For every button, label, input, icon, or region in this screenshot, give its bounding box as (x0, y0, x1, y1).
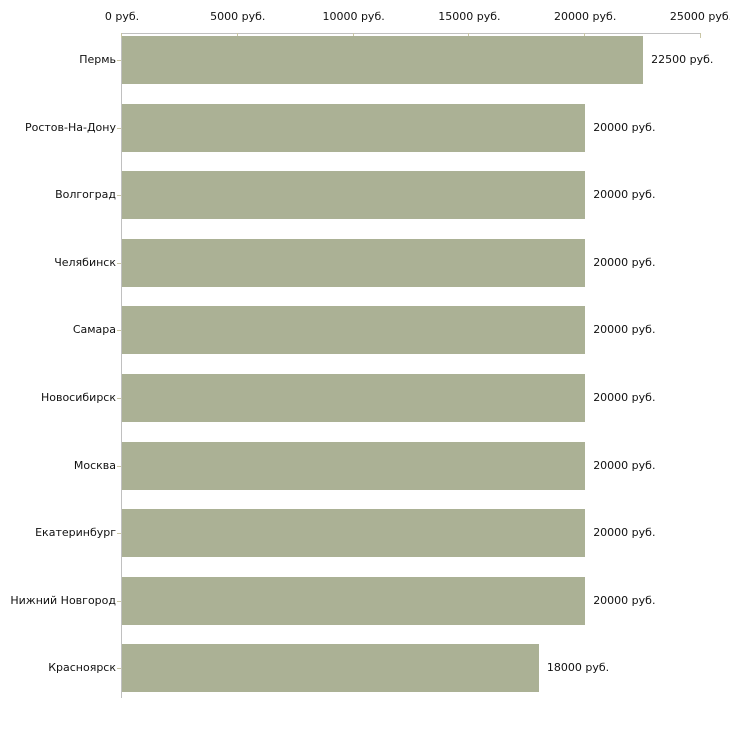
category-tick (117, 398, 121, 399)
category-tick (117, 127, 121, 129)
category-label: Москва (73, 458, 116, 472)
category-tick (117, 60, 121, 61)
category-tick (117, 533, 121, 535)
x-axis-tick (700, 33, 701, 38)
bar (122, 576, 586, 625)
value-label: 20000 руб. (593, 458, 656, 472)
bar (122, 103, 586, 152)
category-label: Пермь (79, 53, 116, 66)
bar (122, 441, 586, 490)
category-label: Ростов-На-Дону (24, 120, 116, 134)
x-axis-tick (121, 33, 122, 38)
value-label: 20000 руб. (593, 526, 656, 540)
value-label: 20000 руб. (593, 255, 656, 269)
category-tick (117, 600, 121, 602)
bar (122, 306, 586, 355)
x-axis-tick-label: 20000 руб. (554, 10, 617, 23)
category-tick (117, 668, 121, 670)
category-label: Самара (72, 323, 116, 337)
category-tick (117, 195, 121, 197)
x-axis-tick-label: 15000 руб. (438, 10, 501, 23)
category-label: Екатеринбург (35, 526, 116, 540)
category-label: Красноярск (48, 661, 116, 675)
x-axis-tick (236, 33, 238, 38)
bar (122, 644, 539, 693)
value-label: 20000 руб. (593, 323, 656, 337)
x-axis-tick-label: 10000 руб. (322, 10, 385, 23)
category-label: Новосибирск (40, 391, 116, 404)
value-label: 22500 руб. (651, 53, 714, 66)
x-axis-tick-label: 25000 руб. (669, 10, 730, 23)
value-label: 20000 руб. (593, 593, 656, 607)
category-tick (117, 330, 121, 332)
x-axis-tick-label: 5000 руб. (210, 10, 266, 23)
bar (122, 36, 644, 84)
category-label: Волгоград (55, 188, 116, 202)
x-axis-tick-label: 0 руб. (104, 10, 140, 23)
category-tick (117, 262, 121, 264)
value-label: 20000 руб. (593, 188, 656, 202)
category-tick (117, 465, 121, 467)
bar (122, 238, 586, 287)
value-label: 18000 руб. (546, 661, 610, 675)
x-axis-tick (584, 33, 586, 38)
category-label: Челябинск (54, 255, 116, 269)
bar (122, 509, 586, 558)
category-label: Нижний Новгород (10, 593, 116, 607)
plot-area: 0 руб. 5000 руб. 10000 руб. 15000 руб. 20000… (10, 10, 730, 698)
value-label: 20000 руб. (593, 391, 656, 404)
bar (122, 171, 586, 220)
x-axis-tick (468, 33, 470, 38)
bar (122, 374, 586, 422)
value-label: 20000 руб. (593, 120, 656, 134)
x-axis-tick (352, 33, 354, 38)
